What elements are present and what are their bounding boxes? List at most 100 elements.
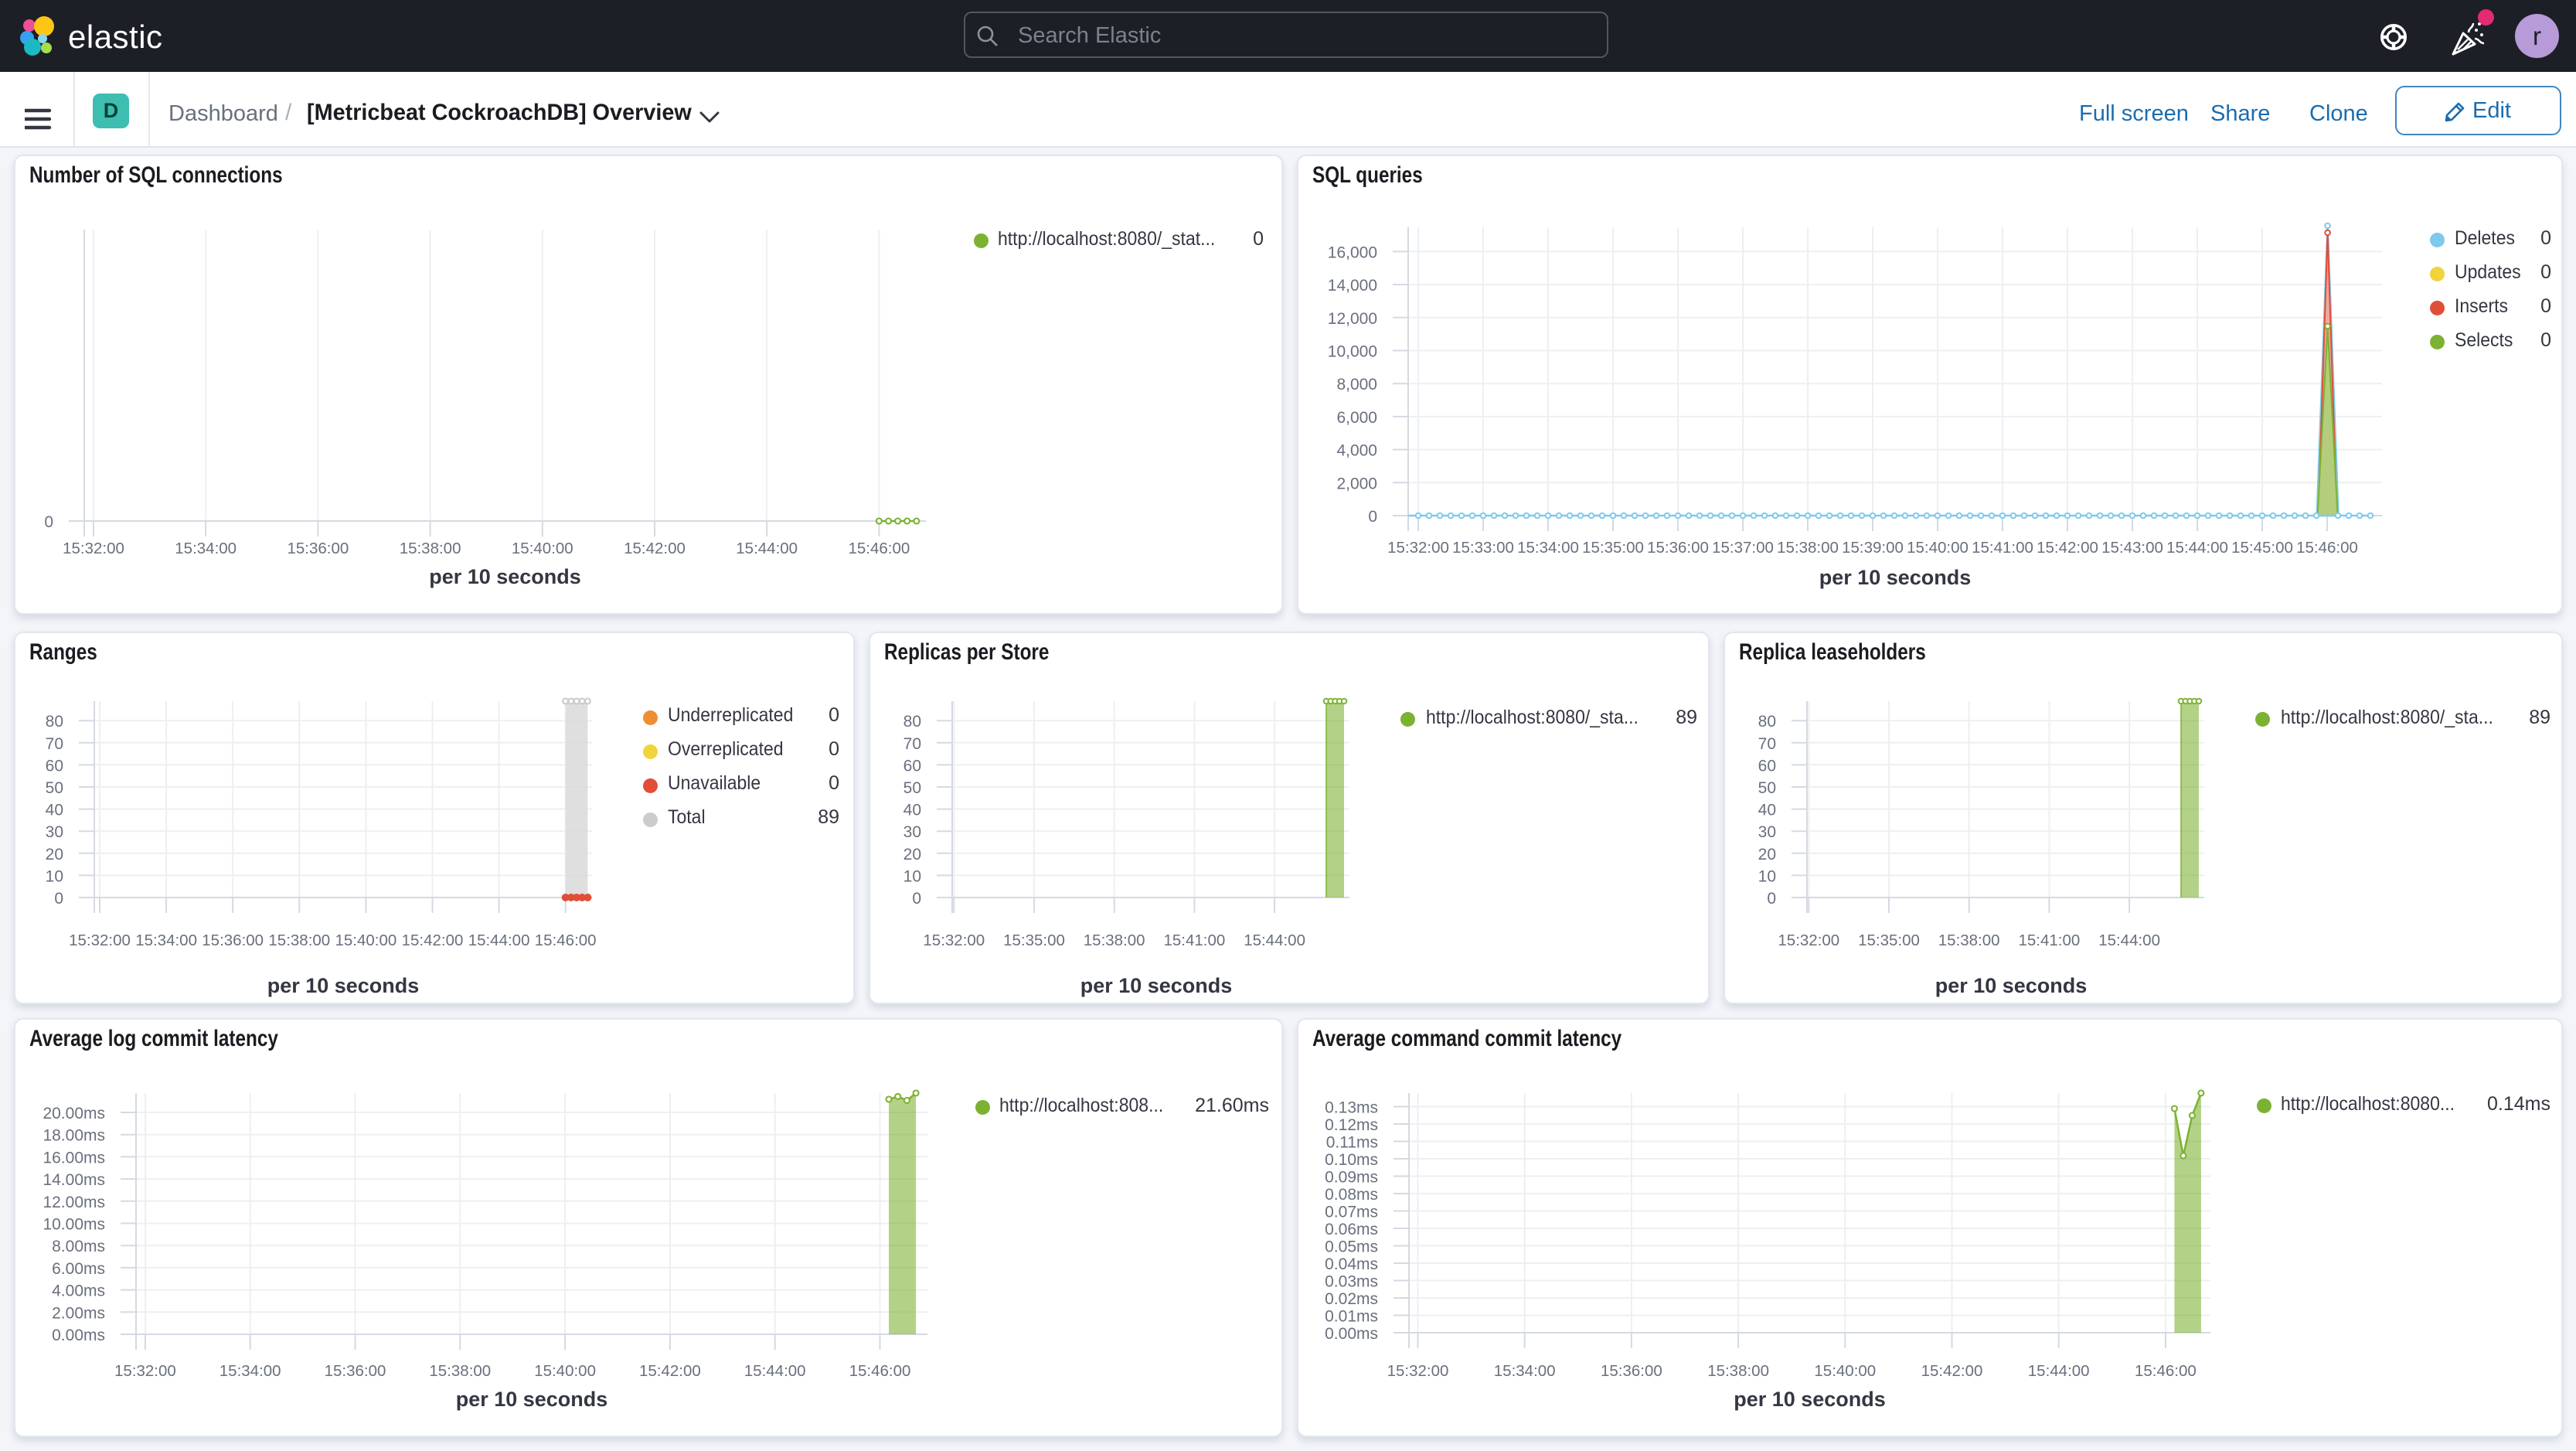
svg-text:80: 80	[903, 713, 921, 731]
svg-text:6.00ms: 6.00ms	[52, 1260, 105, 1278]
svg-text:15:44:00: 15:44:00	[736, 540, 798, 557]
svg-text:15:46:00: 15:46:00	[2135, 1362, 2197, 1380]
svg-text:0.01ms: 0.01ms	[1325, 1308, 1378, 1326]
svg-text:60: 60	[1758, 757, 1776, 775]
svg-text:6,000: 6,000	[1336, 409, 1377, 427]
svg-text:15:37:00: 15:37:00	[1712, 539, 1774, 557]
svg-text:15:46:00: 15:46:00	[2296, 539, 2358, 557]
svg-text:0: 0	[912, 890, 921, 908]
svg-text:15:35:00: 15:35:00	[1582, 539, 1644, 557]
svg-text:0.07ms: 0.07ms	[1325, 1204, 1378, 1221]
svg-text:0.00ms: 0.00ms	[52, 1327, 105, 1344]
svg-text:8.00ms: 8.00ms	[52, 1238, 105, 1255]
svg-text:15:32:00: 15:32:00	[69, 932, 131, 949]
svg-text:50: 50	[46, 779, 63, 797]
svg-text:60: 60	[903, 757, 921, 775]
svg-text:15:34:00: 15:34:00	[135, 932, 197, 949]
svg-text:15:32:00: 15:32:00	[1778, 932, 1839, 949]
svg-text:0.13ms: 0.13ms	[1325, 1099, 1378, 1117]
svg-text:15:40:00: 15:40:00	[512, 540, 573, 557]
svg-text:20: 20	[1758, 846, 1776, 863]
svg-text:15:32:00: 15:32:00	[63, 540, 124, 557]
svg-text:per 10 seconds: per 10 seconds	[429, 565, 581, 588]
svg-text:10.00ms: 10.00ms	[43, 1216, 105, 1234]
svg-text:80: 80	[1758, 713, 1776, 731]
svg-text:0: 0	[54, 890, 63, 908]
svg-text:0: 0	[1368, 508, 1377, 526]
svg-text:15:41:00: 15:41:00	[2018, 932, 2080, 949]
svg-text:4,000: 4,000	[1336, 442, 1377, 460]
svg-text:4.00ms: 4.00ms	[52, 1282, 105, 1300]
svg-text:0.09ms: 0.09ms	[1325, 1169, 1378, 1187]
svg-text:15:38:00: 15:38:00	[1777, 539, 1839, 557]
svg-text:70: 70	[1758, 735, 1776, 753]
svg-text:0.10ms: 0.10ms	[1325, 1151, 1378, 1169]
svg-text:15:44:00: 15:44:00	[468, 932, 530, 949]
svg-text:15:38:00: 15:38:00	[1707, 1362, 1769, 1380]
svg-text:2,000: 2,000	[1336, 475, 1377, 492]
svg-text:40: 40	[903, 802, 921, 819]
svg-text:14,000: 14,000	[1328, 277, 1377, 295]
svg-text:70: 70	[46, 735, 63, 753]
svg-text:15:42:00: 15:42:00	[1921, 1362, 1983, 1380]
svg-text:0: 0	[1767, 890, 1776, 908]
svg-text:15:35:00: 15:35:00	[1003, 932, 1065, 949]
svg-text:2.00ms: 2.00ms	[52, 1304, 105, 1322]
svg-text:0.06ms: 0.06ms	[1325, 1221, 1378, 1238]
svg-text:40: 40	[1758, 802, 1776, 819]
svg-text:20: 20	[903, 846, 921, 863]
svg-text:15:36:00: 15:36:00	[1647, 539, 1709, 557]
svg-text:80: 80	[46, 713, 63, 731]
svg-text:0.08ms: 0.08ms	[1325, 1186, 1378, 1204]
svg-text:15:42:00: 15:42:00	[402, 932, 464, 949]
svg-text:0.12ms: 0.12ms	[1325, 1116, 1378, 1134]
svg-text:15:40:00: 15:40:00	[335, 932, 396, 949]
svg-text:15:32:00: 15:32:00	[923, 932, 985, 949]
svg-text:15:32:00: 15:32:00	[114, 1362, 176, 1380]
svg-text:15:42:00: 15:42:00	[2037, 539, 2098, 557]
svg-text:10: 10	[1758, 867, 1776, 885]
svg-text:40: 40	[46, 802, 63, 819]
svg-text:15:32:00: 15:32:00	[1387, 1362, 1449, 1380]
svg-text:15:45:00: 15:45:00	[2231, 539, 2293, 557]
svg-text:30: 30	[1758, 823, 1776, 841]
svg-text:15:38:00: 15:38:00	[268, 932, 330, 949]
svg-text:15:41:00: 15:41:00	[1972, 539, 2033, 557]
svg-text:0: 0	[44, 513, 53, 531]
svg-text:15:35:00: 15:35:00	[1858, 932, 1920, 949]
svg-text:10: 10	[46, 867, 63, 885]
svg-text:60: 60	[46, 757, 63, 775]
svg-text:per 10 seconds: per 10 seconds	[1080, 974, 1233, 997]
svg-text:per 10 seconds: per 10 seconds	[267, 974, 420, 997]
svg-text:15:36:00: 15:36:00	[325, 1362, 386, 1380]
svg-text:15:34:00: 15:34:00	[1494, 1362, 1556, 1380]
svg-text:15:44:00: 15:44:00	[2098, 932, 2160, 949]
svg-text:15:43:00: 15:43:00	[2101, 539, 2163, 557]
svg-text:15:36:00: 15:36:00	[202, 932, 264, 949]
svg-text:15:40:00: 15:40:00	[1814, 1362, 1876, 1380]
svg-text:15:34:00: 15:34:00	[1517, 539, 1579, 557]
svg-text:0.02ms: 0.02ms	[1325, 1290, 1378, 1308]
svg-text:15:44:00: 15:44:00	[1244, 932, 1305, 949]
svg-text:12,000: 12,000	[1328, 310, 1377, 328]
svg-text:15:40:00: 15:40:00	[534, 1362, 596, 1380]
svg-text:15:38:00: 15:38:00	[400, 540, 461, 557]
svg-text:50: 50	[1758, 779, 1776, 797]
svg-text:14.00ms: 14.00ms	[43, 1171, 105, 1189]
svg-text:per 10 seconds: per 10 seconds	[456, 1388, 608, 1411]
svg-text:15:46:00: 15:46:00	[848, 540, 910, 557]
svg-text:15:44:00: 15:44:00	[2166, 539, 2228, 557]
svg-text:16,000: 16,000	[1328, 244, 1377, 261]
svg-text:70: 70	[903, 735, 921, 753]
svg-text:15:44:00: 15:44:00	[744, 1362, 806, 1380]
svg-text:0.00ms: 0.00ms	[1325, 1325, 1378, 1343]
svg-text:0.03ms: 0.03ms	[1325, 1273, 1378, 1291]
svg-text:per 10 seconds: per 10 seconds	[1734, 1388, 1886, 1411]
svg-text:8,000: 8,000	[1336, 376, 1377, 393]
svg-text:15:40:00: 15:40:00	[1907, 539, 1969, 557]
svg-text:18.00ms: 18.00ms	[43, 1127, 105, 1145]
svg-text:12.00ms: 12.00ms	[43, 1194, 105, 1211]
svg-text:30: 30	[903, 823, 921, 841]
svg-text:15:34:00: 15:34:00	[219, 1362, 281, 1380]
svg-text:0.04ms: 0.04ms	[1325, 1255, 1378, 1273]
